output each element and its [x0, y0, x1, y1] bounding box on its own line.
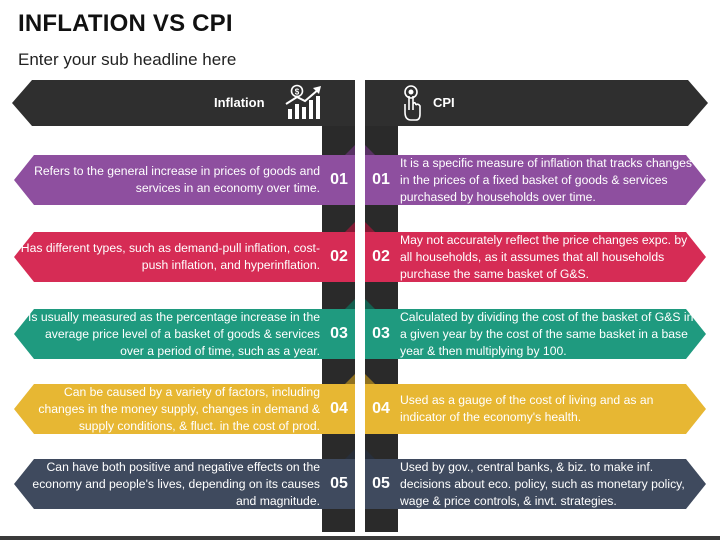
inflation-point-2: Has different types, such as demand-pull…	[20, 241, 320, 272]
ribbon-fold-left-1	[345, 145, 355, 155]
ribbon-fold-right-4	[365, 374, 375, 384]
inflation-number-1: 01	[330, 171, 348, 188]
cpi-column-label: CPI	[433, 95, 455, 110]
cpi-ribbon-4	[365, 384, 706, 434]
inflation-point-3: Is usually measured as the percentage in…	[28, 309, 320, 358]
page-title: INFLATION VS CPI	[18, 10, 233, 37]
cpi-point-3: Calculated by dividing the cost of the b…	[400, 309, 694, 358]
inflation-point-1: Refers to the general increase in prices…	[34, 164, 320, 195]
header-banner-right	[365, 80, 708, 126]
inflation-ribbon-1	[14, 155, 355, 205]
cpi-number-4: 04	[372, 400, 390, 417]
cpi-number-5: 05	[372, 475, 390, 492]
inflation-ribbon-4	[14, 384, 355, 434]
inflation-point-5: Can have both positive and negative effe…	[32, 459, 320, 508]
ribbon-fold-left-2	[345, 222, 355, 232]
inflation-number-2: 02	[330, 248, 348, 265]
cpi-point-4: Used as a gauge of the cost of living an…	[400, 393, 654, 424]
svg-text:$: $	[295, 88, 300, 97]
ribbon-fold-right-5	[365, 449, 375, 459]
cpi-number-3: 03	[372, 325, 390, 342]
inflation-number-5: 05	[330, 475, 348, 492]
inflation-ribbon-3	[14, 309, 355, 359]
cpi-point-1: It is a specific measure of inflation th…	[400, 155, 692, 204]
cpi-number-1: 01	[372, 171, 390, 188]
cpi-ribbon-2	[365, 232, 706, 282]
inflation-column-label: Inflation	[214, 95, 265, 110]
cpi-point-2: May not accurately reflect the price cha…	[400, 232, 688, 281]
cpi-number-2: 02	[372, 248, 390, 265]
ribbon-fold-left-5	[345, 449, 355, 459]
inflation-number-3: 03	[330, 325, 348, 342]
ribbon-fold-right-2	[365, 222, 375, 232]
growth-chart-icon: $	[285, 84, 321, 119]
ribbon-fold-right-3	[365, 299, 375, 309]
page-subtitle: Enter your sub headline here	[18, 50, 237, 69]
inflation-point-4: Can be caused by a variety of factors, i…	[38, 384, 320, 433]
inflation-ribbon-5	[14, 459, 355, 509]
cpi-ribbon-1	[365, 155, 706, 205]
header-banner-left	[12, 80, 355, 126]
ribbon-fold-left-3	[345, 299, 355, 309]
cpi-ribbon-5	[365, 459, 706, 509]
cpi-ribbon-3	[365, 309, 706, 359]
inflation-number-4: 04	[330, 400, 348, 417]
touch-hand-icon	[404, 85, 421, 121]
ribbon-fold-right-1	[365, 145, 375, 155]
inflation-ribbon-2	[14, 232, 355, 282]
bottom-bar	[0, 536, 720, 540]
ribbon-fold-left-4	[345, 374, 355, 384]
cpi-point-5: Used by gov., central banks, & biz. to m…	[400, 459, 685, 508]
